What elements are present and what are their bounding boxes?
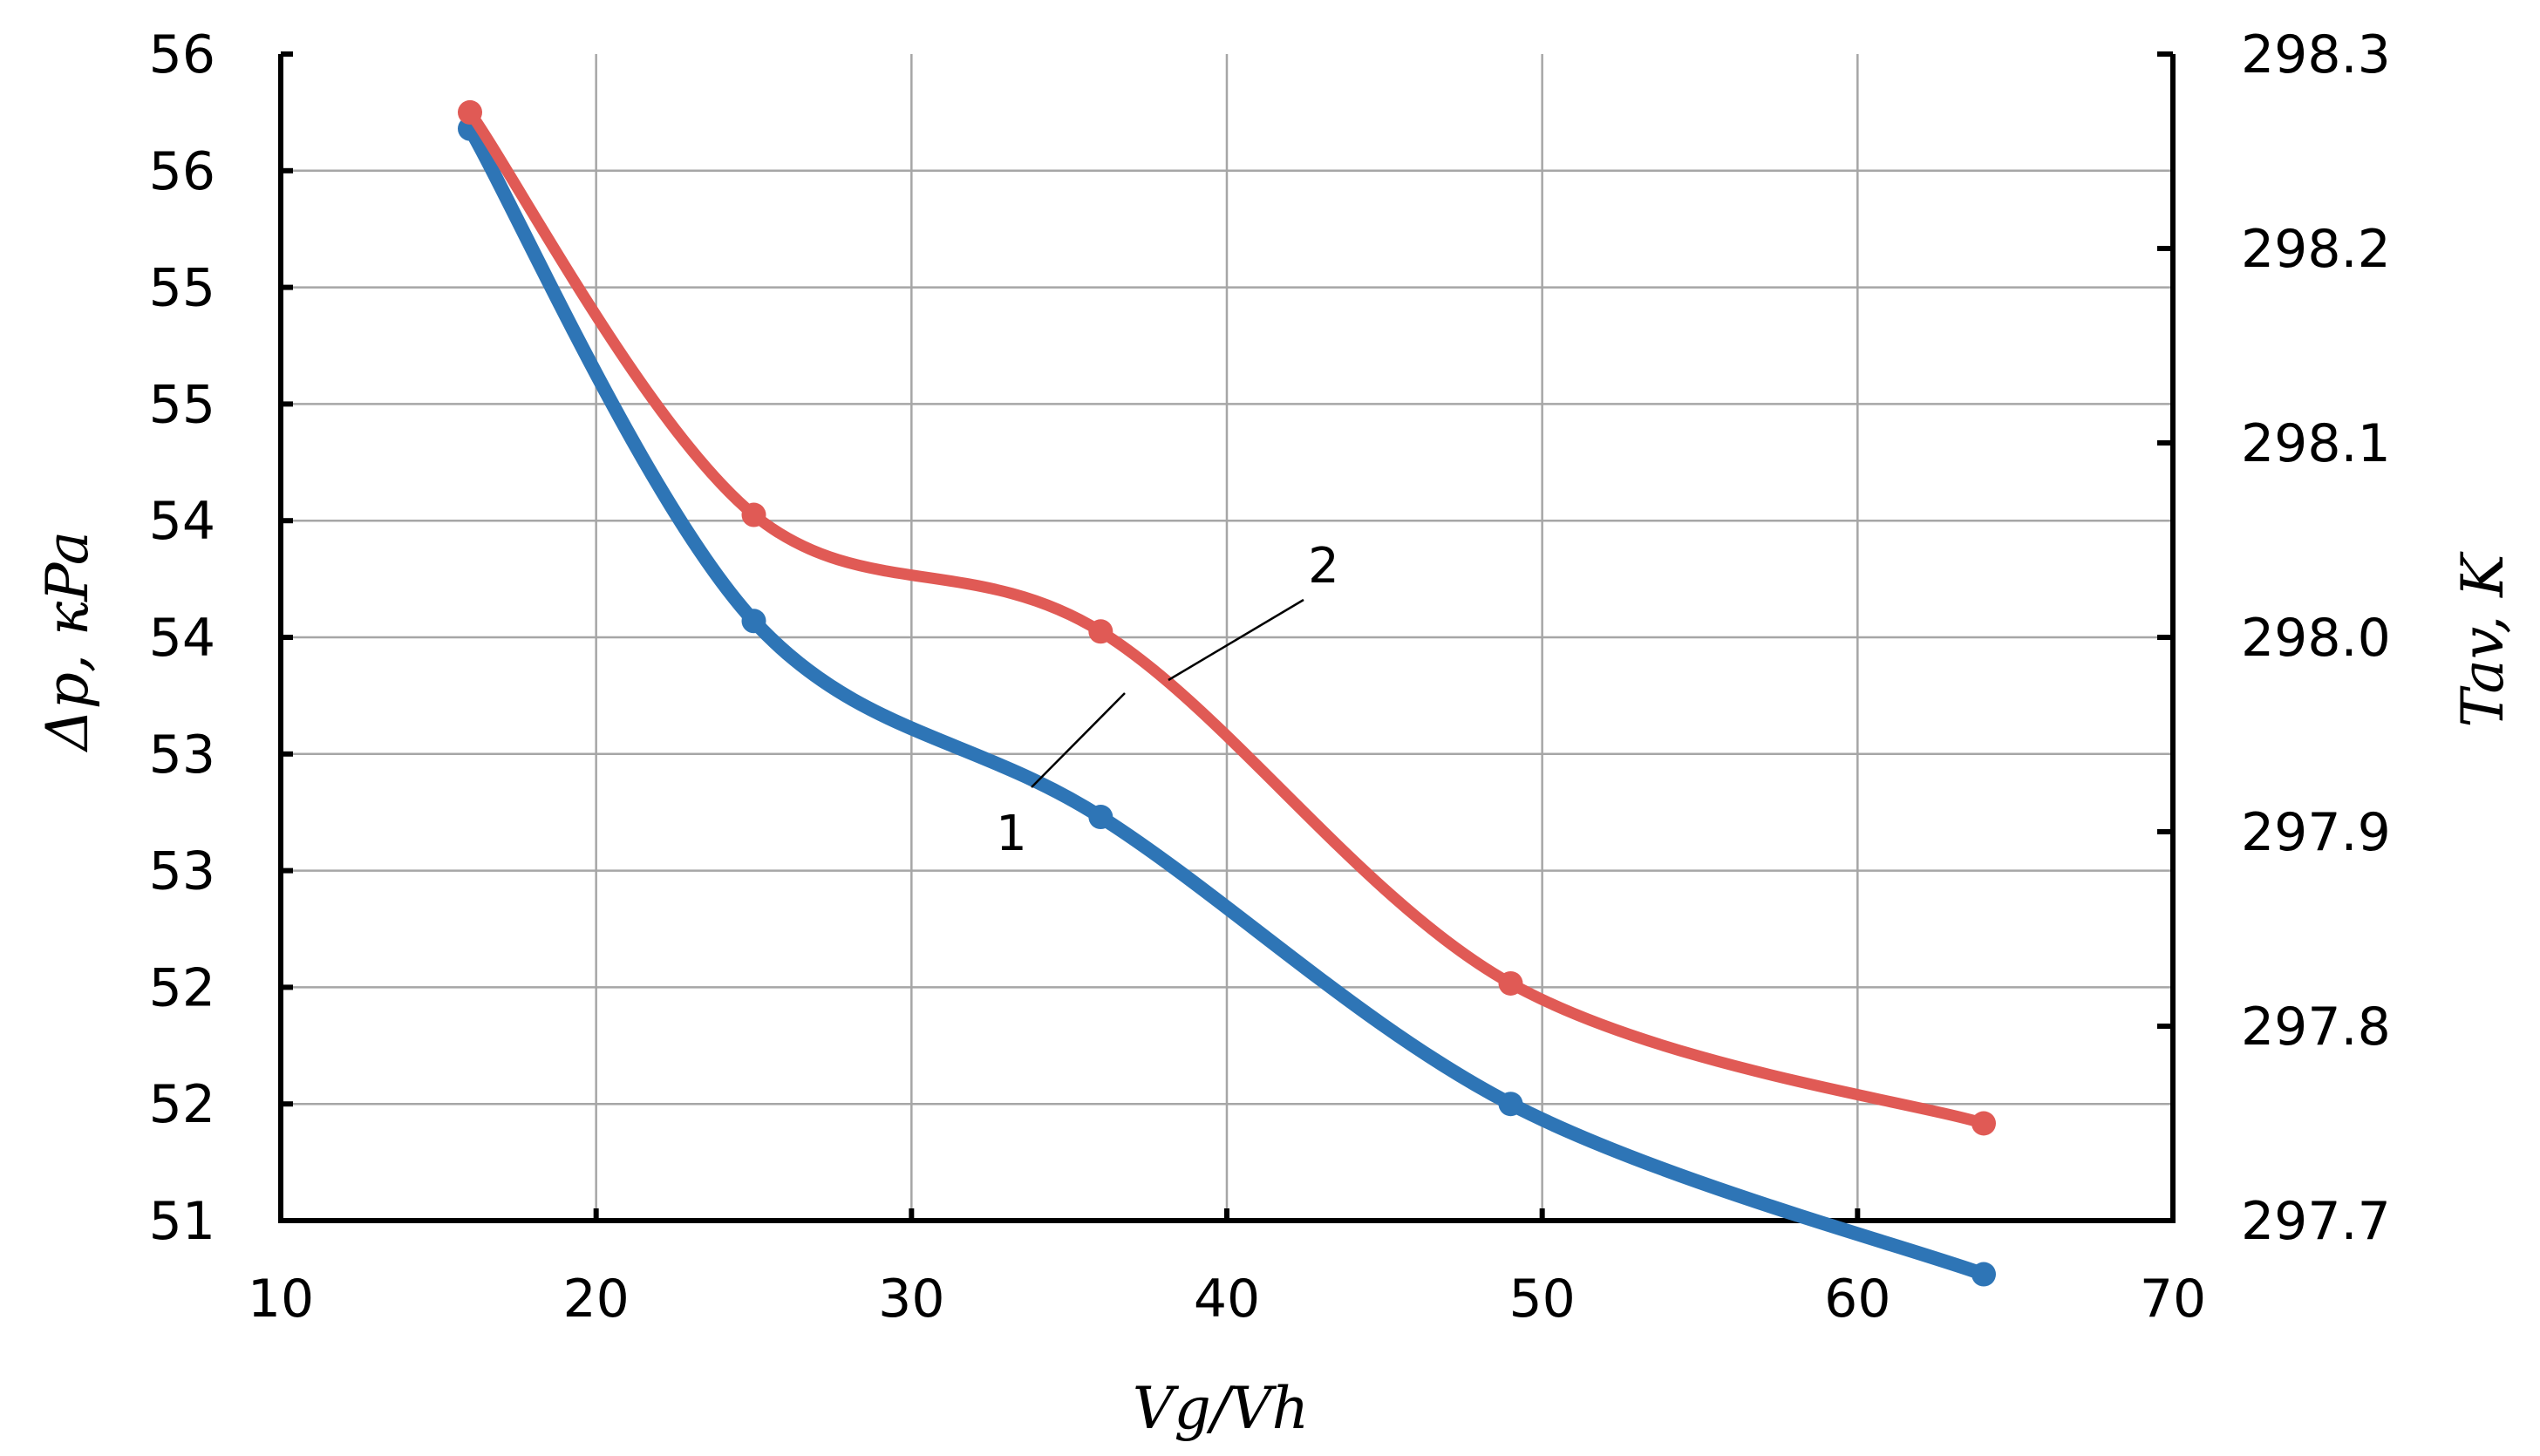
annotation-leader-2 <box>1168 598 1304 682</box>
data-point-2 <box>458 99 482 125</box>
annotation-label-2: 2 <box>1308 538 1339 595</box>
y-right-tick-label: 298.0 <box>2241 608 2391 669</box>
grid <box>281 54 2173 1221</box>
y-left-tick-label: 54 <box>149 491 215 552</box>
series-layer <box>458 99 1996 1287</box>
y-right-tick-label: 298.1 <box>2241 413 2391 474</box>
data-point-1 <box>1088 805 1113 830</box>
y-left-tick-label: 52 <box>149 1074 215 1135</box>
data-point-1 <box>1498 1092 1523 1117</box>
data-point-2 <box>1088 619 1113 644</box>
data-point-1 <box>741 609 766 634</box>
data-point-2 <box>1498 970 1523 996</box>
y-left-tick-label: 55 <box>149 258 215 319</box>
y-right-tick-label: 298.3 <box>2241 24 2391 85</box>
series-line-2 <box>464 106 1990 1129</box>
series-1 <box>458 116 1996 1287</box>
x-tick-label: 50 <box>1508 1269 1575 1330</box>
x-tick-label: 20 <box>562 1269 629 1330</box>
y-left-axis-title: Δp, кPa <box>34 531 101 753</box>
annotation-leader-1 <box>1031 692 1126 788</box>
y-left-tick-label: 55 <box>149 374 215 435</box>
y-right-tick-label: 298.2 <box>2241 219 2391 280</box>
data-point-2 <box>1971 1111 1996 1136</box>
y-right-tick-label: 297.7 <box>2241 1191 2391 1252</box>
y-left-tick-label: 53 <box>149 841 215 902</box>
x-axis-ticks: 10 20 30 40 50 60 70 <box>248 1208 2206 1330</box>
y-right-axis-title: Tav, K <box>2449 551 2516 728</box>
y-right-tick-label: 297.8 <box>2241 997 2391 1058</box>
series-2 <box>458 99 1996 1136</box>
y-left-tick-label: 53 <box>149 725 215 786</box>
x-tick-label: 70 <box>2140 1269 2206 1330</box>
x-tick-label: 30 <box>878 1269 944 1330</box>
y-left-tick-label: 56 <box>149 24 215 85</box>
y-left-tick-label: 56 <box>149 141 215 202</box>
y-left-axis-ticks: 51 52 52 53 53 54 54 55 55 56 56 <box>149 24 293 1252</box>
annotations: 12 <box>996 538 1339 862</box>
annotation-label-1: 1 <box>996 806 1027 862</box>
x-tick-label: 60 <box>1824 1269 1890 1330</box>
y-right-axis-ticks: 297.7 297.8 297.9 298.0 298.1 298.2 298.3 <box>2157 24 2391 1252</box>
y-right-tick-label: 297.9 <box>2241 802 2391 863</box>
y-left-tick-label: 51 <box>149 1191 215 1252</box>
x-tick-label: 40 <box>1194 1269 1260 1330</box>
y-left-tick-label: 52 <box>149 957 215 1018</box>
x-axis-title: Vg/Vh <box>1133 1375 1309 1442</box>
data-point-1 <box>1971 1262 1996 1287</box>
data-point-2 <box>741 502 766 527</box>
y-left-tick-label: 54 <box>149 608 215 669</box>
x-tick-label: 10 <box>248 1269 314 1330</box>
